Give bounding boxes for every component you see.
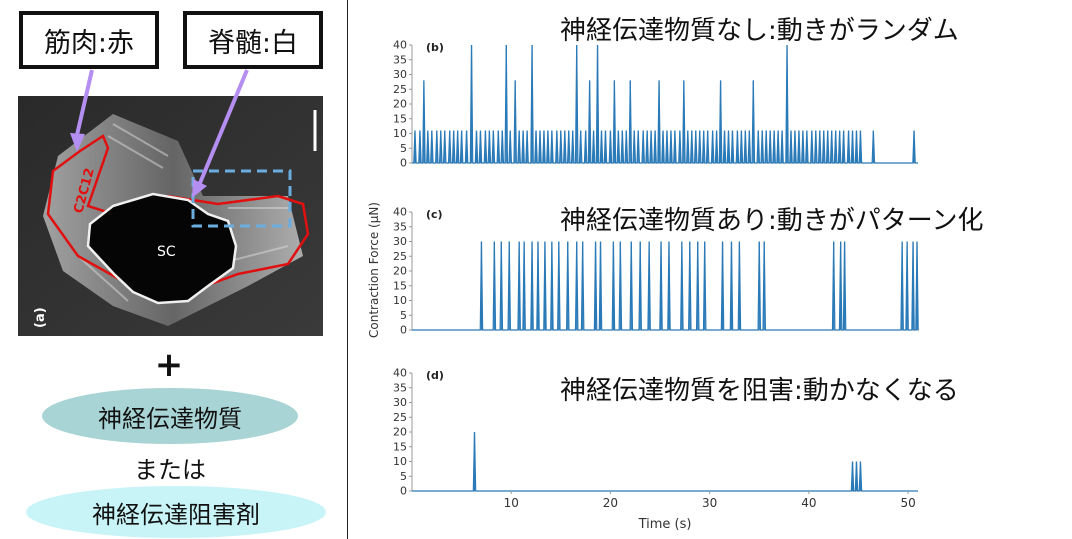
y-tick-label: 35 [393, 220, 407, 233]
spinal-arrow-head [192, 179, 207, 198]
y-axis-label: Contraction Force (μN) [367, 202, 381, 338]
y-tick-label: 25 [393, 250, 407, 263]
y-tick-label: 15 [393, 279, 407, 292]
y-tick-label: 40 [393, 367, 407, 380]
muscle-arrow [75, 69, 94, 136]
y-tick-label: 5 [400, 470, 407, 483]
y-tick-label: 35 [393, 53, 407, 66]
y-tick-label: 25 [393, 411, 407, 424]
inhibitor-ellipse: 神経伝達阻害剤 [26, 486, 326, 538]
y-tick-label: 30 [393, 235, 407, 248]
y-tick-label: 25 [393, 83, 407, 96]
headline-inhibited: 神経伝達物質を阻害:動かなくなる [560, 376, 959, 406]
panel-divider [347, 0, 348, 539]
y-tick-label: 0 [400, 485, 407, 498]
microscope-image: C2C12 SC (a) [18, 96, 323, 336]
y-tick-label: 10 [393, 294, 407, 307]
y-tick-label: 5 [400, 309, 407, 322]
tissue-illustration: C2C12 SC (a) [18, 96, 323, 336]
force-trace [412, 241, 919, 331]
muscle-arrow-head [70, 133, 85, 152]
x-tick-label: 50 [900, 496, 915, 510]
spinal-cord-outline [86, 192, 238, 305]
muscle-label-box: 筋肉:赤 [19, 11, 159, 69]
panel-label: (c) [426, 208, 443, 221]
muscle-outline [46, 134, 310, 298]
y-tick-label: 10 [393, 455, 407, 468]
y-tick-label: 5 [400, 142, 407, 155]
spinal-label: 脊髄:白 [207, 27, 299, 59]
y-tick-label: 30 [393, 68, 407, 81]
force-trace [412, 431, 918, 492]
y-tick-label: 40 [393, 206, 407, 219]
panel-label: (b) [426, 41, 444, 54]
plus-sign: + [154, 345, 184, 385]
force-trace [412, 44, 918, 164]
headline-with-transmitter: 神経伝達物質あり:動きがパターン化 [560, 206, 984, 236]
y-tick-label: 20 [393, 265, 407, 278]
x-tick-label: 10 [504, 496, 519, 510]
x-tick-label: 30 [702, 496, 717, 510]
y-tick-label: 0 [400, 324, 407, 337]
spinal-label-box: 脊髄:白 [183, 11, 323, 69]
or-text: または [134, 456, 206, 484]
muscle-label: 筋肉:赤 [43, 27, 135, 59]
y-tick-label: 35 [393, 381, 407, 394]
y-tick-label: 15 [393, 440, 407, 453]
x-tick-label: 40 [801, 496, 816, 510]
panel-a-label: (a) [33, 307, 48, 328]
y-tick-label: 0 [400, 157, 407, 170]
pointer-arrows [70, 69, 249, 198]
neurotransmitter-label: 神経伝達物質 [98, 404, 242, 433]
y-tick-label: 20 [393, 98, 407, 111]
neurotransmitter-ellipse: 神経伝達物質 [42, 388, 298, 444]
inhibitor-label: 神経伝達阻害剤 [92, 500, 260, 529]
y-tick-label: 30 [393, 396, 407, 409]
y-tick-label: 40 [393, 39, 407, 52]
y-tick-label: 10 [393, 127, 407, 140]
spinal-arrow [198, 69, 249, 184]
panel-label: (d) [426, 369, 444, 382]
y-tick-label: 20 [393, 426, 407, 439]
y-tick-label: 15 [393, 112, 407, 125]
x-tick-label: 20 [603, 496, 618, 510]
headline-no-transmitter: 神経伝達物質なし:動きがランダム [560, 16, 959, 46]
x-axis-label: Time (s) [638, 517, 692, 532]
zoom-dashed-box [191, 169, 292, 228]
spinal-cord-label: SC [157, 244, 176, 260]
